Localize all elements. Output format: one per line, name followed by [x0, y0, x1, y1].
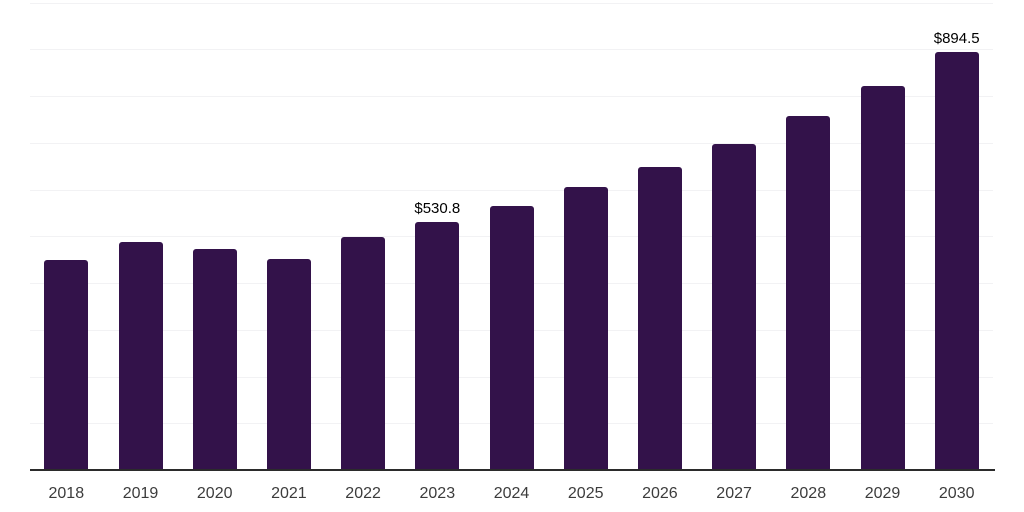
- bar-2024[interactable]: [489, 206, 534, 470]
- x-tick-2024: 2024: [493, 485, 530, 502]
- gridline-600: [30, 189, 993, 191]
- x-tick-2022: 2022: [345, 485, 381, 502]
- x-tick-2027: 2027: [716, 485, 752, 502]
- bar-2030[interactable]: [934, 52, 979, 470]
- x-tick-2021: 2021: [271, 485, 307, 502]
- gridline-1000: [30, 2, 993, 4]
- bar-2018[interactable]: [44, 259, 89, 470]
- x-tick-2028: 2028: [790, 485, 827, 502]
- bar-2023[interactable]: [415, 222, 460, 470]
- x-tick-2023: 2023: [419, 485, 456, 502]
- x-tick-2025: 2025: [567, 485, 604, 502]
- x-tick-2030: 2030: [938, 485, 975, 502]
- data-label-2030: $894.5: [933, 30, 980, 47]
- x-tick-2018: 2018: [48, 485, 85, 502]
- bar-2025[interactable]: [563, 186, 608, 470]
- bar-2020[interactable]: [192, 248, 237, 470]
- x-tick-2020: 2020: [196, 485, 233, 502]
- bar-2028[interactable]: [786, 116, 831, 470]
- bar-2021[interactable]: [266, 258, 311, 470]
- gridline-900: [30, 49, 993, 51]
- bar-2026[interactable]: [637, 166, 682, 470]
- data-label-2023: $530.8: [414, 200, 461, 217]
- x-tick-2019: 2019: [122, 485, 159, 502]
- bar-2022[interactable]: [341, 236, 386, 470]
- gridline-700: [30, 142, 993, 144]
- x-tick-2029: 2029: [864, 485, 901, 502]
- x-tick-2026: 2026: [642, 485, 678, 502]
- bar-2029[interactable]: [860, 85, 905, 470]
- bar-2019[interactable]: [118, 242, 163, 470]
- x-axis-line: [30, 469, 995, 471]
- bar-2027[interactable]: [712, 144, 757, 470]
- gridline-800: [30, 96, 993, 98]
